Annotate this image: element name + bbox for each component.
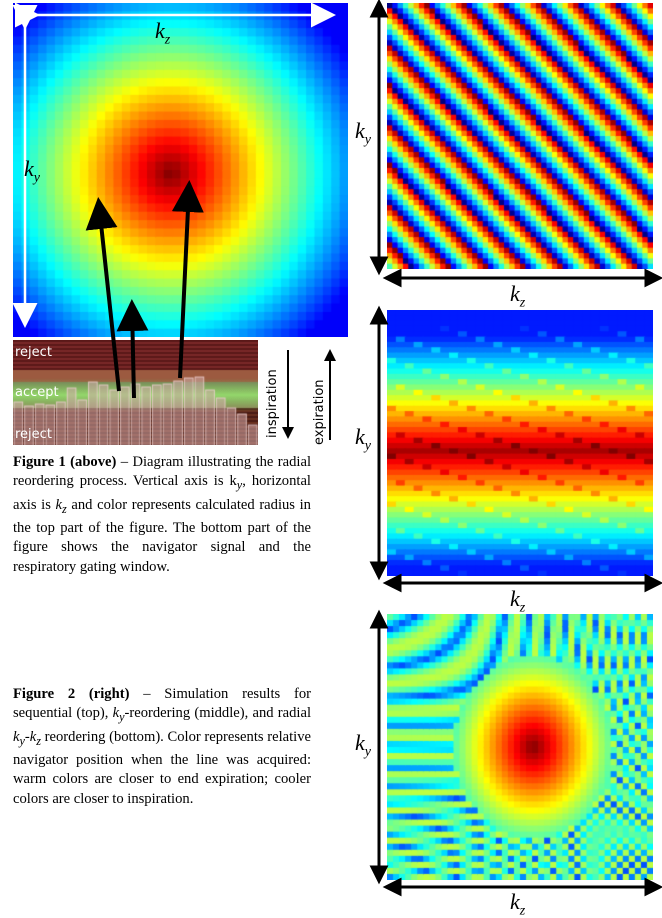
fig1-axis-arrows xyxy=(13,3,336,328)
fig1-caption-body: – Diagram illustrating the radial reorde… xyxy=(13,454,311,490)
p1-ky-label: ky xyxy=(355,120,371,147)
fig2-caption-kz2: k xyxy=(29,728,37,745)
radius-map-canvas xyxy=(13,3,348,337)
fig1-caption-kz: k xyxy=(55,496,63,513)
radial-panel xyxy=(387,614,653,880)
fig2-caption-y2sub: y xyxy=(19,733,25,748)
p3-ky-k: k xyxy=(355,730,365,755)
fig1-ky-k: k xyxy=(24,156,34,181)
radial-canvas xyxy=(387,614,653,880)
fig2-caption-body2: -reordering (middle), and radial xyxy=(124,705,311,722)
p2-ky-k: k xyxy=(355,424,365,449)
inspiration-label: inspiration xyxy=(265,369,280,438)
fig2-caption-z2sub: z xyxy=(36,733,41,748)
p3-ky-sub: y xyxy=(364,744,371,760)
p3-kz-sub: z xyxy=(519,903,526,918)
direction-arrows xyxy=(282,349,336,440)
fig2-axis-arrows xyxy=(369,0,662,897)
p2-kz-label: kz xyxy=(510,588,525,615)
p1-kz-sub: z xyxy=(519,295,526,311)
fig2-caption-body1: – Simulation results for sequential (top… xyxy=(13,686,311,722)
fig1-kz-sub: z xyxy=(164,32,171,48)
fig1-caption-mid: , horizontal axis is xyxy=(13,473,311,513)
figure1-caption: Figure 1 (above) – Diagram illustrating … xyxy=(13,453,311,577)
sequential-panel xyxy=(387,3,653,269)
fig2-caption-dash: - xyxy=(24,728,30,745)
ky-reordering-panel xyxy=(387,310,653,576)
reject-top-label: reject xyxy=(15,345,52,360)
p2-ky-label: ky xyxy=(355,426,371,453)
ky-reordering-canvas xyxy=(387,310,653,576)
p2-kz-sub: z xyxy=(519,600,526,616)
p3-kz-k: k xyxy=(510,889,520,914)
reject-bottom-label: reject xyxy=(15,427,52,442)
fig1-caption-zsub: z xyxy=(62,501,67,516)
fig2-caption-ky: k xyxy=(112,705,120,722)
fig1-ky-label: ky xyxy=(24,158,40,185)
p2-kz-k: k xyxy=(510,586,520,611)
fig1-ky-sub: y xyxy=(33,170,40,186)
accept-label: accept xyxy=(15,385,59,400)
p3-kz-label: kz xyxy=(510,891,525,918)
radius-map xyxy=(13,3,348,337)
p1-ky-sub: y xyxy=(364,132,371,148)
fig2-caption-head: Figure 2 (right) xyxy=(13,686,130,702)
fig1-kz-k: k xyxy=(155,18,165,43)
fig1-kz-label: kz xyxy=(155,20,170,47)
p1-ky-k: k xyxy=(355,118,365,143)
p1-kz-k: k xyxy=(510,281,520,306)
fig2-caption-ysub: y xyxy=(119,710,125,725)
fig1-caption-tail: and color represents calculated radius i… xyxy=(13,496,311,575)
figure2-caption: Figure 2 (right) – Simulation results fo… xyxy=(13,685,311,809)
p2-ky-sub: y xyxy=(364,438,371,454)
fig1-caption-head: Figure 1 (above) xyxy=(13,454,117,470)
reordering-arrows xyxy=(85,180,204,399)
fig2-caption-ky2: k xyxy=(13,728,20,745)
fig1-caption-ysub: y xyxy=(236,478,243,493)
p3-ky-label: ky xyxy=(355,732,371,759)
sequential-canvas xyxy=(387,3,653,269)
p1-kz-label: kz xyxy=(510,283,525,310)
fig2-caption-tail: reordering (bottom). Color represents re… xyxy=(13,728,311,807)
